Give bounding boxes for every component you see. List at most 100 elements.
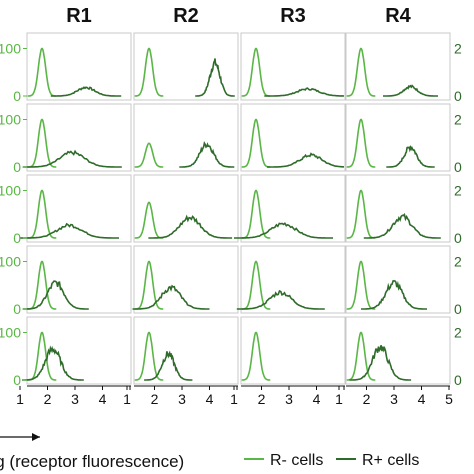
y-left-tick-label: 0 — [13, 88, 21, 104]
series-r-minus-curve — [134, 260, 164, 310]
series-r-minus-curve — [134, 331, 164, 381]
series-r-plus-curve — [132, 284, 210, 310]
panel-frame — [26, 174, 132, 243]
panel-frame — [240, 316, 346, 385]
x-tick-label: 1 — [16, 391, 24, 407]
x-tick-label: 4 — [313, 391, 321, 407]
series-r-plus-curve — [383, 84, 438, 97]
series-r-minus-curve — [241, 118, 271, 168]
legend: log (receptor fluorescence) R- cells R+ … — [0, 433, 419, 471]
series-r-plus-curve — [349, 345, 412, 381]
y-right-tick-label: 0 — [454, 372, 462, 388]
panel-frame — [345, 103, 451, 172]
panel-r4-r1: 100 0 — [0, 245, 132, 317]
legend-label-r-minus: R- cells — [270, 452, 323, 469]
x-tick-label: 2 — [258, 391, 266, 407]
panel-r4-r3 — [236, 245, 346, 314]
series-r-plus-curve — [179, 140, 235, 168]
y-right-tick-label: 2 — [454, 325, 462, 341]
panel-frame — [240, 245, 346, 314]
y-right-tick-label: 2 — [454, 254, 462, 270]
series-r-minus-curve — [241, 260, 271, 310]
series-r-plus-curve — [50, 86, 122, 97]
panel-r1-r3 — [240, 32, 346, 101]
series-r-plus-curve — [386, 144, 435, 168]
x-tick-label: 3 — [390, 391, 398, 407]
panel-r2-r3 — [240, 103, 346, 172]
panel-r1-r1: 100 0 — [0, 32, 132, 104]
series-r-minus-curve — [346, 331, 376, 381]
series-r-plus-curve — [22, 345, 84, 381]
panel-r5-r2 — [133, 316, 239, 385]
panel-r2-r1: 100 0 — [0, 103, 132, 175]
x-tick-label: 3 — [178, 391, 186, 407]
panel-frame — [26, 32, 132, 101]
panel-frame — [345, 245, 451, 314]
panel-frame — [345, 32, 451, 101]
y-left-tick-label: 100 — [0, 41, 21, 57]
panel-frame — [345, 174, 451, 243]
panel-r3-r4: 20 — [345, 174, 462, 246]
series-r-plus-curve — [264, 87, 345, 97]
series-r-minus-curve — [134, 201, 164, 239]
x-tick-label: 5 — [445, 391, 453, 407]
series-r-minus-curve — [27, 331, 57, 381]
y-right-tick-label: 2 — [454, 112, 462, 128]
y-left-tick-label: 0 — [13, 159, 21, 175]
series-r-plus-curve — [144, 350, 193, 381]
panel-r1-r4: 20 — [345, 32, 462, 104]
panel-frame — [26, 245, 132, 314]
series-r-minus-curve — [241, 47, 271, 97]
panel-frame — [133, 316, 239, 385]
y-left-tick-label: 0 — [13, 230, 21, 246]
series-r-minus-curve — [346, 189, 376, 239]
x-tick-label: 4 — [99, 391, 107, 407]
series-r-plus-curve — [195, 58, 235, 97]
y-left-tick-label: 100 — [0, 183, 21, 199]
panel-r5-r1: 100 0 — [0, 316, 132, 388]
series-r-minus-curve — [27, 189, 57, 239]
x-tick-label: 1 — [123, 391, 131, 407]
series-r-plus-curve — [22, 280, 89, 310]
column-title-r3: R3 — [280, 5, 306, 27]
column-title-r4: R4 — [385, 5, 411, 27]
panel-r2-r4: 20 — [345, 103, 462, 175]
y-left-tick-label: 100 — [0, 254, 21, 270]
series-r-minus-curve — [27, 118, 57, 168]
x-tick-label: 3 — [285, 391, 293, 407]
panel-r3-r2 — [133, 174, 239, 243]
panel-r3-r3 — [234, 174, 346, 243]
x-tick-label: 1 — [335, 391, 343, 407]
axis-arrow-head — [32, 433, 40, 441]
series-r-minus-curve — [241, 189, 271, 239]
panel-r5-r4: 20 — [345, 316, 462, 388]
panel-r4-r4: 20 — [345, 245, 462, 317]
series-r-minus-curve — [134, 142, 164, 168]
series-r-plus-curve — [234, 222, 333, 239]
panel-r2-r2 — [133, 103, 239, 172]
panel-frame — [133, 174, 239, 243]
y-right-tick-label: 0 — [454, 230, 462, 246]
series-r-plus-curve — [267, 152, 345, 168]
x-tick-label: 2 — [363, 391, 371, 407]
panel-frame — [133, 32, 239, 101]
series-r-plus-curve — [22, 149, 122, 168]
panel-r3-r1: 100 0 — [0, 174, 132, 246]
legend-label-r-plus: R+ cells — [362, 452, 419, 469]
panel-frame — [26, 103, 132, 172]
series-r-minus-curve — [27, 260, 57, 310]
x-tick-label: 2 — [151, 391, 159, 407]
series-r-minus-curve — [346, 260, 376, 310]
panel-frame — [345, 316, 451, 385]
series-r-minus-curve — [134, 47, 164, 97]
y-right-tick-label: 0 — [454, 301, 462, 317]
series-r-minus-curve — [241, 331, 271, 381]
y-right-tick-label: 2 — [454, 183, 462, 199]
y-left-tick-label: 0 — [13, 372, 21, 388]
panel-r5-r3 — [240, 316, 346, 385]
series-r-minus-curve — [346, 47, 376, 97]
y-left-tick-label: 100 — [0, 112, 21, 128]
series-r-plus-curve — [236, 289, 325, 310]
